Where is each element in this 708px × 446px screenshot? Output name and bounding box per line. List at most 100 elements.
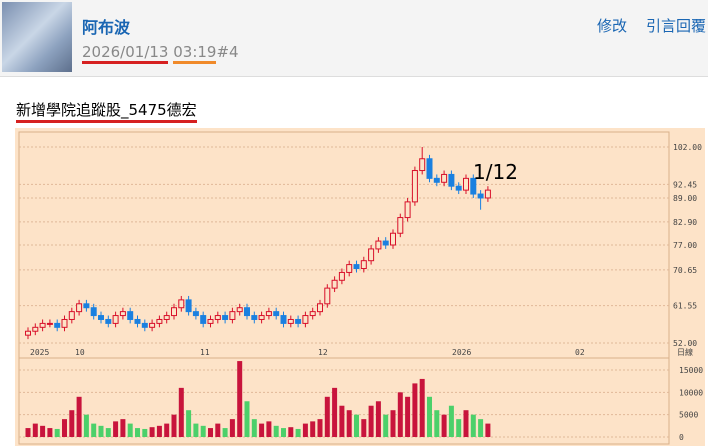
candle-body xyxy=(324,287,331,305)
volume-bar xyxy=(83,414,89,437)
author[interactable]: 阿布波 xyxy=(82,18,131,37)
quote-button[interactable]: 引言回覆 xyxy=(646,17,707,35)
volume-tick-label: 0 xyxy=(679,433,684,442)
volume-bar xyxy=(383,414,389,437)
x-label: 2025 xyxy=(30,348,49,357)
price-tick-label: 82.90 xyxy=(673,218,697,227)
candle-body xyxy=(119,311,126,317)
volume-bar xyxy=(69,410,75,437)
candle-body xyxy=(346,264,353,273)
candle-body xyxy=(244,307,250,317)
candle-body xyxy=(390,232,396,246)
candle-body xyxy=(222,315,229,320)
volume-bar xyxy=(259,423,265,437)
candle-body xyxy=(441,173,448,183)
volume-bar xyxy=(273,425,279,437)
volume-bar xyxy=(456,419,462,437)
candle-body xyxy=(368,248,375,262)
volume-bar xyxy=(375,401,381,437)
volume-tick-label: 10000 xyxy=(679,388,703,397)
x-label: 11 xyxy=(200,348,210,357)
volume-bar xyxy=(149,427,155,437)
volume-bar xyxy=(281,428,286,437)
volume-bar xyxy=(142,428,148,437)
volume-bar xyxy=(470,414,476,437)
candle-body xyxy=(455,185,462,191)
candle-body xyxy=(309,311,316,317)
date: 2026/01/13 xyxy=(82,43,169,64)
volume-bar xyxy=(361,419,367,437)
volume-tick-label: 5000 xyxy=(679,411,698,420)
post-meta: 2026/01/13 03:19#4 xyxy=(82,43,239,64)
candle-body xyxy=(397,217,404,234)
candle-body xyxy=(98,315,104,320)
volume-bar xyxy=(105,428,111,437)
volume-bar xyxy=(427,396,432,437)
x-label: 02 xyxy=(575,348,585,357)
candle-body xyxy=(265,311,272,317)
volume-bar xyxy=(368,405,374,437)
volume-bar xyxy=(412,383,418,437)
volume-bar xyxy=(40,425,46,437)
candle-body xyxy=(331,279,338,289)
candle-body xyxy=(448,173,455,187)
price-tick-label: 70.65 xyxy=(673,266,697,275)
post-number: #4 xyxy=(216,43,239,61)
price-tick-label: 61.55 xyxy=(673,302,697,311)
x-label: 2026 xyxy=(452,348,471,357)
volume-bar xyxy=(193,423,199,437)
candle-body xyxy=(273,311,280,317)
avatar[interactable] xyxy=(2,2,72,72)
volume-bar xyxy=(441,414,447,437)
candle-body xyxy=(353,264,360,270)
volume-bar xyxy=(25,428,31,437)
volume-bar xyxy=(434,410,440,437)
candle-body xyxy=(411,170,418,203)
candle-body xyxy=(477,193,484,199)
candle-body xyxy=(39,322,46,328)
candle-body xyxy=(207,318,214,324)
candle-body xyxy=(433,177,440,183)
candle-body xyxy=(32,326,39,332)
volume-bar xyxy=(317,419,323,437)
candle-body xyxy=(54,322,61,328)
volume-bar xyxy=(222,428,228,437)
volume-bar xyxy=(405,396,411,437)
candle-body xyxy=(61,318,68,328)
candle-body xyxy=(90,307,97,317)
price-tick-label: 102.00 xyxy=(673,143,702,152)
volume-bar xyxy=(171,414,177,437)
volume-bar xyxy=(302,423,308,437)
volume-bar xyxy=(98,425,104,437)
volume-bar xyxy=(310,421,316,437)
volume-bar xyxy=(346,410,352,437)
candle-body xyxy=(426,158,433,179)
volume-bar xyxy=(54,428,60,437)
post-header xyxy=(0,0,708,77)
volume-bar xyxy=(208,428,213,437)
candle-body xyxy=(375,240,382,250)
time: 03:19 xyxy=(173,43,217,64)
volume-bar xyxy=(397,392,403,437)
price-tick-label: 77.00 xyxy=(673,241,697,250)
candle-body xyxy=(419,158,426,172)
volume-bar xyxy=(354,414,359,437)
candle-body xyxy=(105,318,112,324)
candle-body xyxy=(178,299,185,309)
volume-bar xyxy=(463,410,469,437)
candle-body xyxy=(295,318,302,324)
candle-body xyxy=(470,177,477,195)
volume-bar xyxy=(485,423,491,437)
price-tick-label: 52.00 xyxy=(673,339,697,348)
candle-body xyxy=(484,189,491,199)
candle-body xyxy=(251,315,258,320)
edit-button[interactable]: 修改 xyxy=(597,17,628,35)
candle-body xyxy=(76,303,83,313)
candle-body xyxy=(280,315,287,324)
candle-body xyxy=(156,318,163,324)
volume-bar xyxy=(215,423,221,437)
volume-bar xyxy=(120,419,126,437)
volume-bar xyxy=(127,423,133,437)
x-label: 10 xyxy=(75,348,85,357)
